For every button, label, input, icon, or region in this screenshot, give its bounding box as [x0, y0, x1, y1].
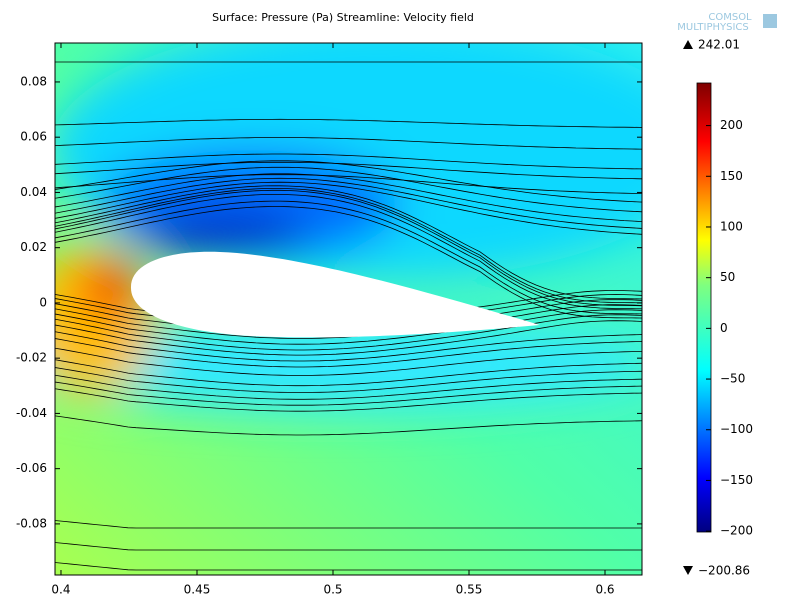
- colorbar-tick-label: −150: [720, 473, 753, 487]
- streamline: [55, 185, 642, 300]
- streamline: [55, 338, 642, 368]
- streamline: [55, 320, 642, 356]
- airfoil: [130, 251, 541, 338]
- x-tick-label: 0.4: [51, 583, 70, 597]
- streamline: [55, 173, 642, 223]
- plot-frame: [54, 42, 643, 576]
- streamline: [55, 194, 642, 310]
- streamline: [55, 153, 642, 170]
- y-tick-label: -0.08: [16, 516, 47, 530]
- streamline: [55, 161, 642, 180]
- colorbar-max: 242.01: [698, 38, 740, 52]
- logo: MULTIPHYSICS: [677, 22, 748, 33]
- colorbar-tick-label: 100: [720, 219, 743, 233]
- streamline: [55, 200, 642, 315]
- chart-title: Surface: Pressure (Pa) Streamline: Veloc…: [212, 11, 474, 24]
- streamline: [55, 166, 642, 213]
- y-tick-label: 0: [39, 295, 47, 309]
- logo-icon: [763, 14, 777, 28]
- y-tick-label: 0.06: [20, 130, 47, 144]
- x-tick-label: 0.55: [456, 583, 483, 597]
- streamline: [55, 381, 642, 406]
- streamline: [55, 520, 642, 529]
- surface: [55, 43, 642, 575]
- y-tick-label: 0.08: [20, 74, 47, 88]
- colorbar-tick-label: 200: [720, 118, 743, 132]
- streamline: [55, 542, 642, 551]
- streamline: [55, 189, 642, 307]
- streamline: [55, 374, 642, 400]
- streamline: [55, 331, 642, 362]
- colorbar-tick-label: 150: [720, 169, 743, 183]
- streamline: [55, 388, 642, 412]
- y-tick-label: -0.02: [16, 351, 47, 365]
- streamline: [55, 160, 642, 203]
- streamline: [55, 415, 642, 436]
- max-marker: [683, 40, 693, 49]
- x-tick-label: 0.45: [184, 583, 211, 597]
- colorbar-tick-label: 50: [720, 270, 735, 284]
- colorbar-min: −200.86: [698, 564, 750, 578]
- y-tick-label: -0.06: [16, 461, 47, 475]
- streamline: [55, 188, 642, 304]
- x-tick-label: 0.5: [323, 583, 342, 597]
- streamline: [55, 314, 642, 351]
- y-tick-label: 0.02: [20, 240, 47, 254]
- streamline: [55, 367, 642, 393]
- colorbar-tick-label: 0: [720, 321, 728, 335]
- streamline: [55, 174, 642, 195]
- streamline: [55, 347, 642, 376]
- min-marker: [683, 566, 693, 575]
- y-tick-label: -0.04: [16, 406, 47, 420]
- streamline: [55, 137, 642, 150]
- streamline: [55, 359, 642, 387]
- streamline: [55, 181, 642, 235]
- colorbar: [696, 82, 712, 533]
- streamline: [55, 177, 642, 229]
- colorbar-tick-label: −50: [720, 372, 745, 386]
- y-tick-label: 0.04: [20, 185, 47, 199]
- colorbar-tick-label: −100: [720, 422, 753, 436]
- streamline: [55, 118, 642, 128]
- logo: COMSOL: [708, 12, 752, 23]
- x-tick-label: 0.6: [595, 583, 614, 597]
- streamline: [55, 562, 642, 571]
- colorbar-tick-label: −200: [720, 524, 753, 538]
- streamline: [55, 309, 642, 345]
